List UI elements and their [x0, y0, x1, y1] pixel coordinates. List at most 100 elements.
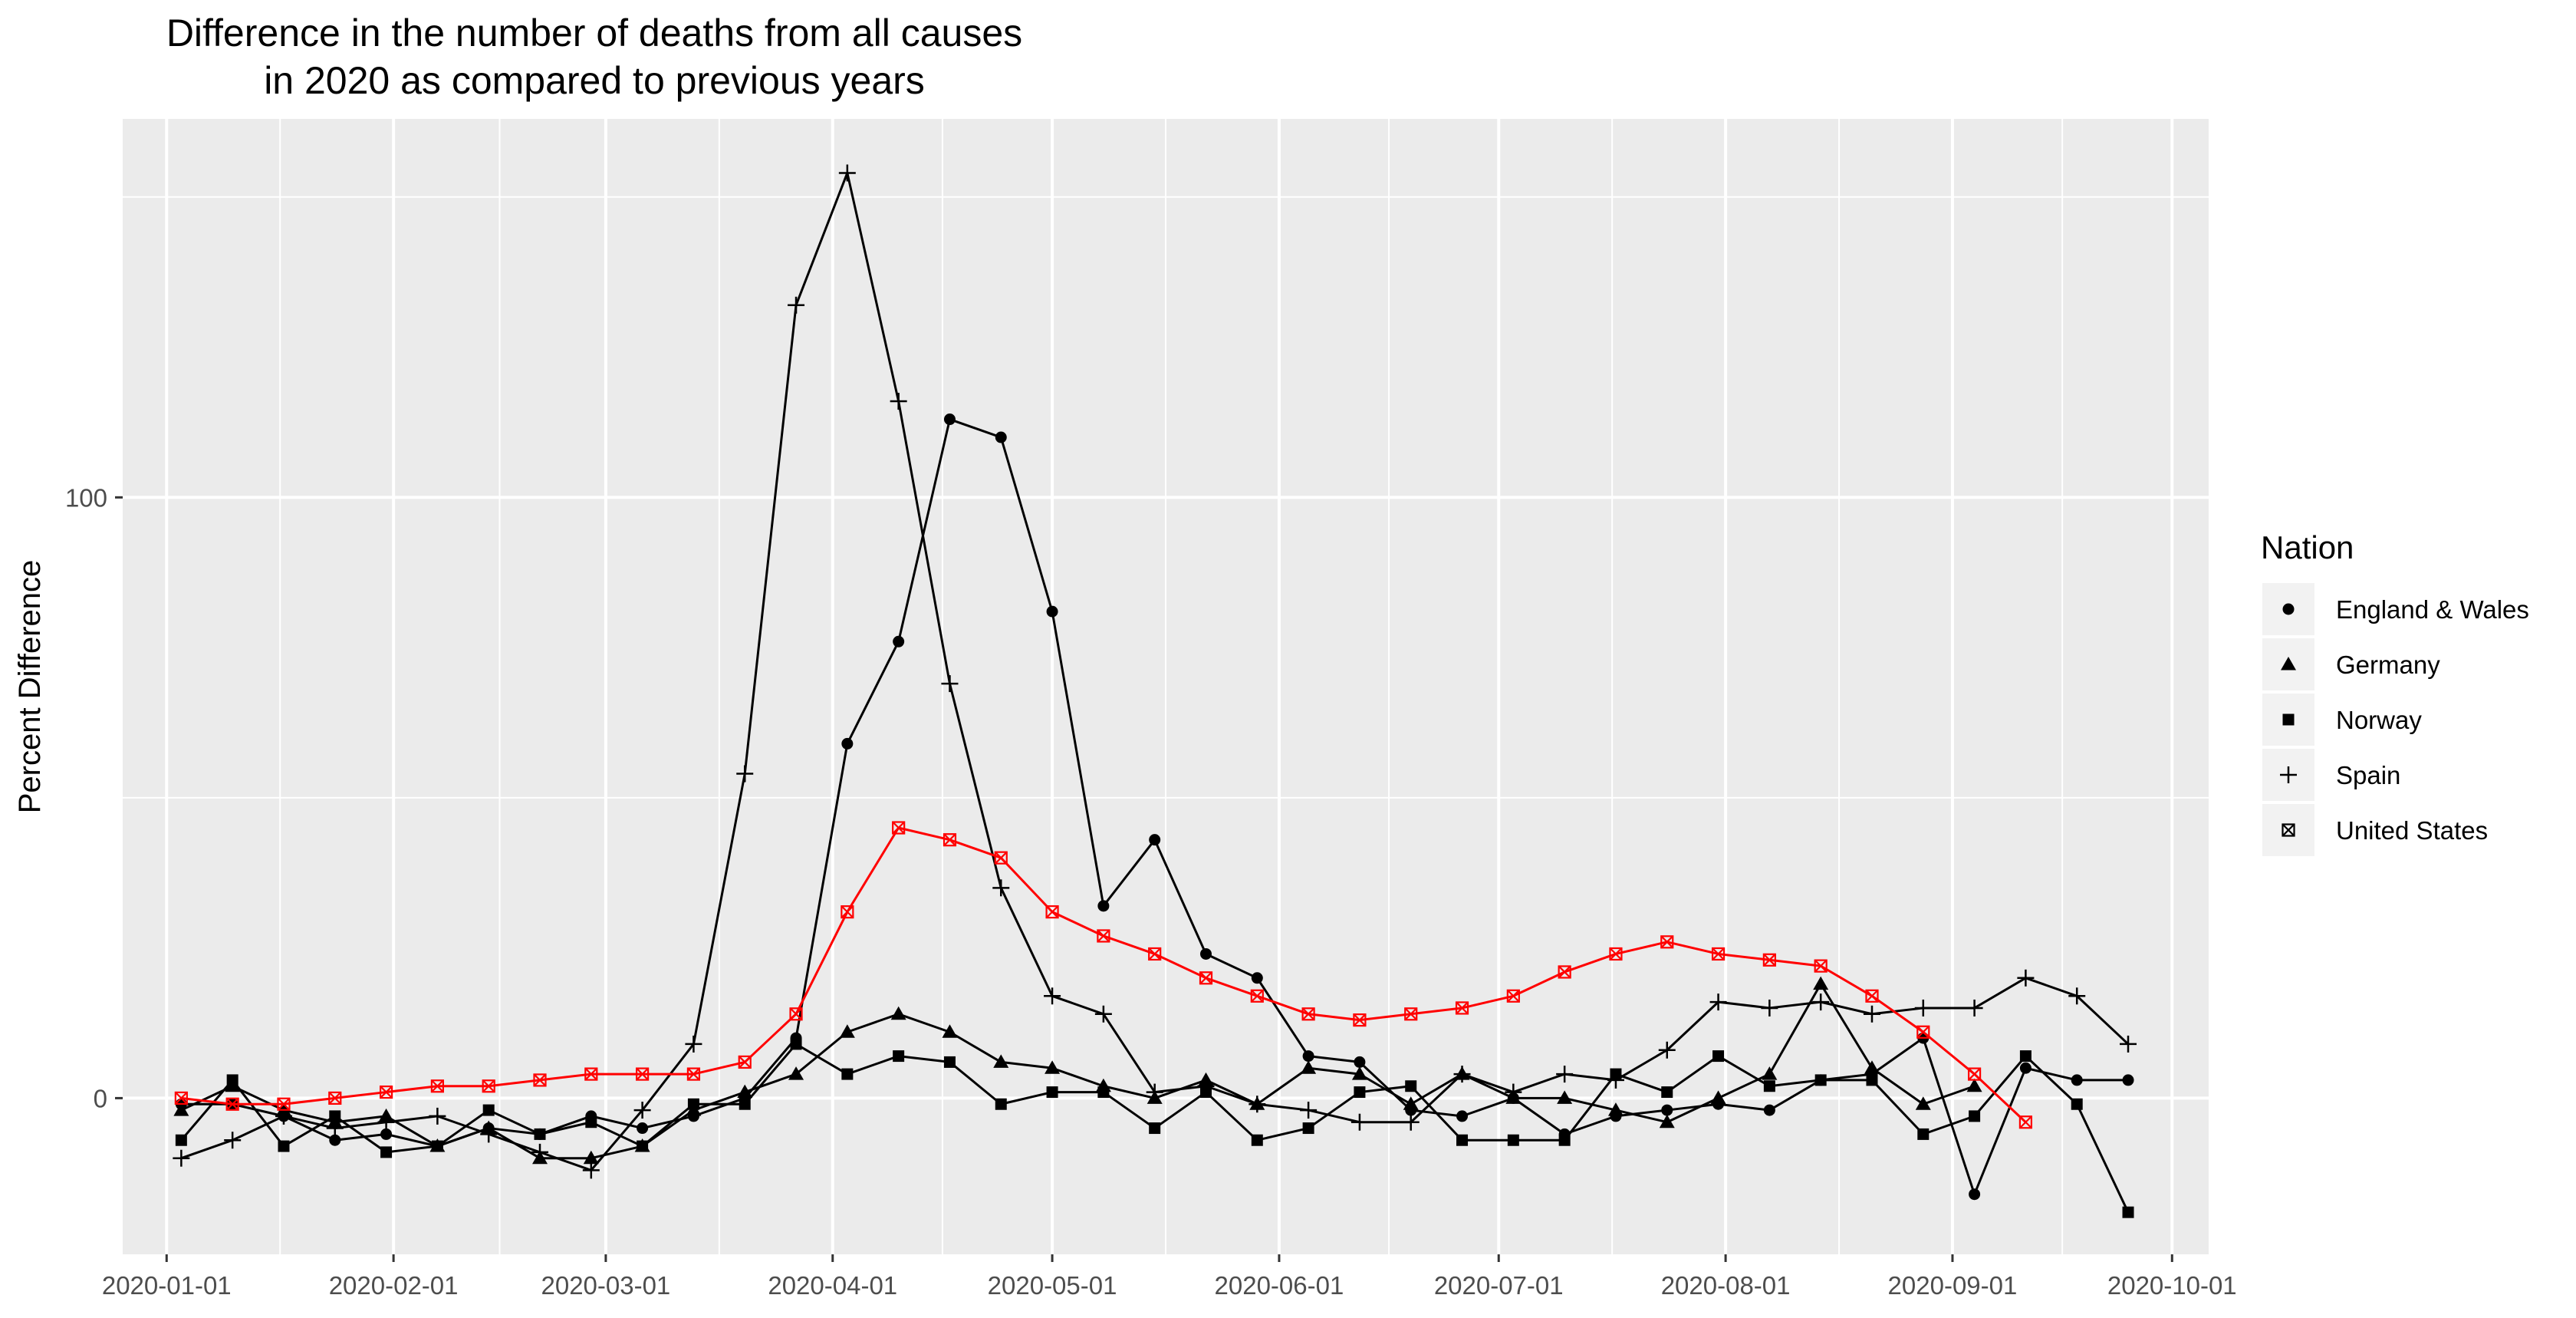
y-axis-label: Percent Difference [13, 560, 47, 814]
data-point-germany [1710, 1090, 1726, 1104]
data-point-spain [326, 1119, 344, 1137]
data-point-spain [1709, 993, 1727, 1011]
data-point-norway [1097, 1086, 1110, 1099]
data-point-united-states [430, 1079, 444, 1093]
data-point-norway [1251, 1134, 1263, 1146]
data-point-united-states [789, 1007, 803, 1021]
data-point-united-states [1865, 989, 1879, 1003]
data-point-spain [429, 1107, 446, 1125]
legend-key-england-wales [2282, 603, 2295, 615]
data-point-germany [993, 1054, 1009, 1068]
data-point-spain [1146, 1083, 1163, 1101]
series-spain [173, 164, 2137, 1179]
data-point-united-states [1404, 1007, 1418, 1021]
y-tick-label: 100 [65, 483, 107, 512]
data-point-norway [1969, 1110, 1981, 1122]
data-point-norway [1814, 1074, 1827, 1086]
legend-label-united-states: United States [2336, 816, 2488, 845]
legend-item-spain: Spain [2262, 749, 2400, 801]
data-point-spain [582, 1161, 600, 1179]
data-point-united-states [1506, 989, 1520, 1003]
data-point-norway [2122, 1206, 2134, 1218]
data-point-united-states [379, 1085, 393, 1099]
data-point-germany [839, 1024, 855, 1038]
data-point-spain [377, 1113, 395, 1131]
data-point-united-states [584, 1067, 598, 1081]
data-point-united-states [738, 1055, 752, 1069]
data-point-germany [1762, 1066, 1778, 1080]
chart-title-line-1: Difference in the number of deaths from … [166, 12, 1022, 54]
data-point-spain [1044, 987, 1061, 1005]
x-tick-label: 2020-05-01 [988, 1271, 1117, 1300]
data-point-united-states [994, 851, 1008, 865]
data-point-united-states [686, 1067, 701, 1081]
data-point-spain [941, 675, 959, 693]
data-point-norway [1558, 1134, 1571, 1146]
data-point-england-wales [1661, 1104, 1673, 1116]
legend-item-united-states: United States [2262, 804, 2488, 856]
data-point-germany [1557, 1090, 1573, 1104]
data-point-united-states [841, 905, 854, 919]
data-point-england-wales [841, 737, 854, 750]
data-point-england-wales [943, 414, 956, 426]
data-point-england-wales [1199, 947, 1212, 960]
data-point-spain [992, 879, 1010, 897]
legend-key-united-states [2282, 823, 2295, 837]
data-point-germany [737, 1084, 753, 1099]
data-point-england-wales [1763, 1104, 1775, 1116]
data-point-spain [531, 1143, 548, 1161]
data-point-united-states [1916, 1025, 1930, 1039]
x-tick-label: 2020-02-01 [329, 1271, 459, 1300]
data-point-united-states [1762, 953, 1776, 967]
series-layer [173, 164, 2137, 1218]
data-point-spain [1094, 1005, 1112, 1023]
data-point-norway [1302, 1122, 1314, 1135]
legend-label-germany: Germany [2336, 651, 2440, 679]
x-tick-label: 2020-06-01 [1215, 1271, 1344, 1300]
series-united-states [174, 821, 2033, 1129]
x-tick-label: 2020-08-01 [1661, 1271, 1791, 1300]
data-point-england-wales [1046, 605, 1058, 618]
data-point-spain [224, 1132, 242, 1149]
data-point-united-states [1660, 935, 1674, 949]
data-point-norway [278, 1140, 290, 1152]
y-tick-label: 0 [94, 1084, 107, 1112]
data-point-germany [1351, 1066, 1367, 1080]
data-point-united-states [1250, 989, 1264, 1003]
x-tick-label: 2020-10-01 [2107, 1271, 2237, 1300]
data-point-germany [1966, 1078, 1982, 1092]
data-point-norway [1763, 1080, 1775, 1092]
chart-title-line-2: in 2020 as compared to previous years [264, 59, 925, 102]
data-point-germany [1301, 1060, 1317, 1074]
data-point-england-wales [2122, 1074, 2134, 1086]
data-point-england-wales [2071, 1074, 2083, 1086]
data-point-england-wales [1456, 1110, 1469, 1122]
data-point-norway [1866, 1074, 1878, 1086]
data-point-spain [1402, 1113, 1420, 1131]
data-point-norway [841, 1068, 854, 1080]
legend-title: Nation [2261, 529, 2354, 565]
data-point-norway [995, 1098, 1007, 1110]
legend-key-spain [2280, 766, 2297, 783]
data-point-spain [480, 1125, 498, 1143]
data-point-germany [890, 1006, 906, 1020]
data-point-norway [739, 1098, 751, 1110]
x-tick-label: 2020-09-01 [1888, 1271, 2018, 1300]
data-point-germany [1607, 1102, 1624, 1116]
data-point-spain [1556, 1066, 1574, 1083]
data-point-spain [788, 296, 805, 314]
data-point-norway [431, 1140, 443, 1152]
data-point-spain [890, 393, 907, 410]
data-point-spain [1505, 1083, 1522, 1101]
data-point-spain [736, 765, 754, 783]
data-point-norway [329, 1110, 341, 1122]
x-tick-label: 2020-03-01 [541, 1271, 670, 1300]
data-point-germany [1403, 1096, 1419, 1110]
grid-minor [123, 119, 2209, 1254]
data-point-united-states [1199, 971, 1213, 985]
data-point-united-states [277, 1097, 291, 1111]
data-point-norway [482, 1104, 495, 1116]
data-point-germany [1864, 1060, 1880, 1074]
data-point-norway [380, 1146, 393, 1158]
